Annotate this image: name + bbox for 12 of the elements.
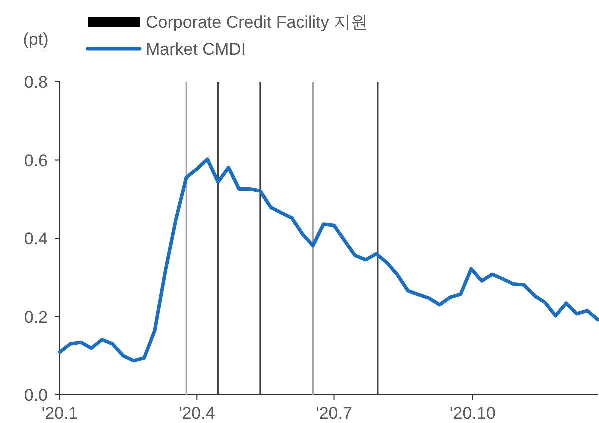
x-tick-label: '20.4 [178,404,216,423]
legend: Corporate Credit Facility 지원 Market CMDI [86,13,368,59]
y-tick-label: 0.4 [24,230,48,248]
x-tick-label: '20.10 [450,404,496,423]
y-tick-label: 0.6 [24,151,48,170]
x-tick-label: '20.1 [42,404,78,423]
y-tick-label: 0.0 [24,386,48,405]
legend-label: Market CMDI [146,40,246,59]
y-tick-label: 0.2 [24,308,48,327]
x-tick-label: '20.7 [316,404,352,423]
y-tick-label: 0.8 [24,73,48,92]
y-axis-title: (pt) [23,30,49,49]
